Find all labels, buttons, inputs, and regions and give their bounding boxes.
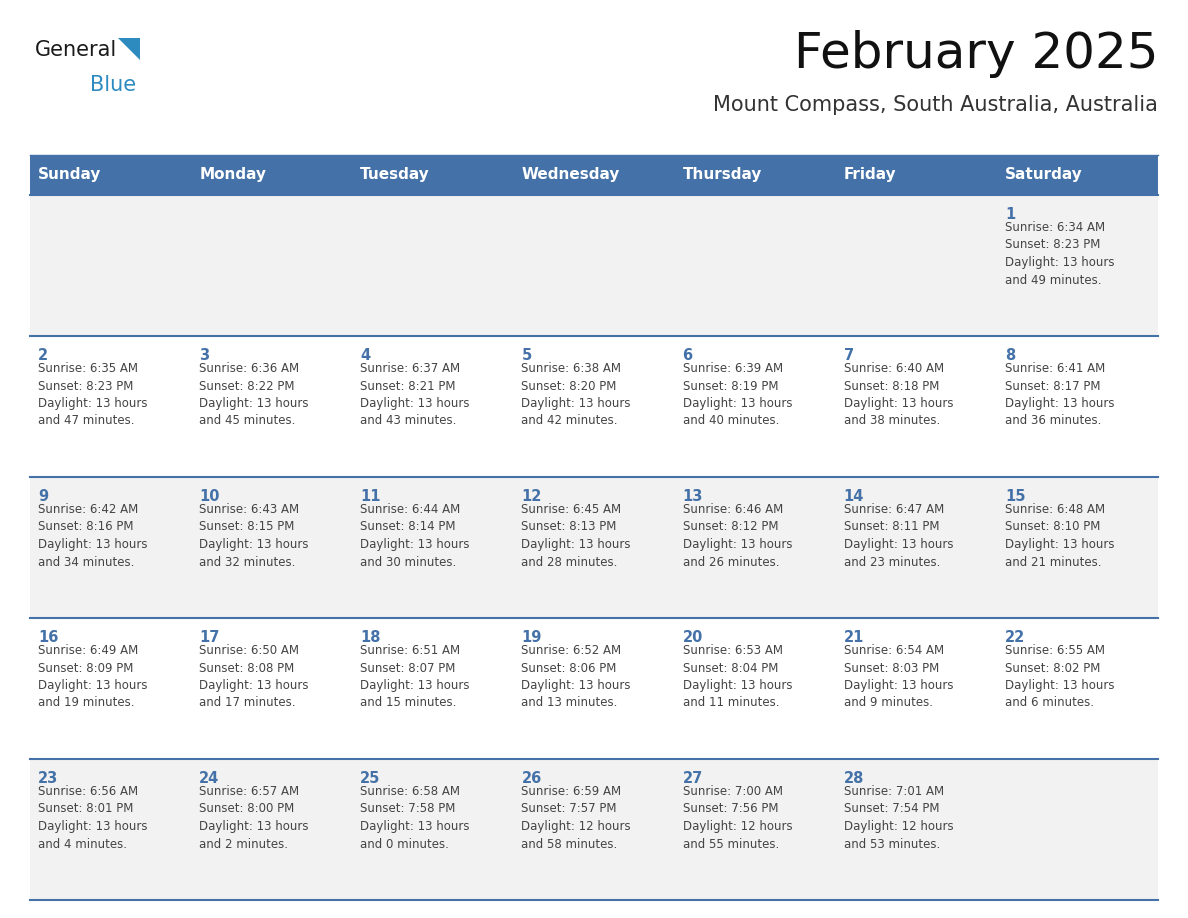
Text: 16: 16	[38, 630, 58, 645]
Text: Sunrise: 6:50 AM
Sunset: 8:08 PM
Daylight: 13 hours
and 17 minutes.: Sunrise: 6:50 AM Sunset: 8:08 PM Dayligh…	[200, 644, 309, 710]
Polygon shape	[118, 38, 140, 60]
Text: February 2025: February 2025	[794, 30, 1158, 78]
Text: Sunrise: 6:37 AM
Sunset: 8:21 PM
Daylight: 13 hours
and 43 minutes.: Sunrise: 6:37 AM Sunset: 8:21 PM Dayligh…	[360, 362, 469, 428]
Text: 13: 13	[683, 489, 703, 504]
Text: Sunrise: 6:40 AM
Sunset: 8:18 PM
Daylight: 13 hours
and 38 minutes.: Sunrise: 6:40 AM Sunset: 8:18 PM Dayligh…	[843, 362, 953, 428]
Text: 6: 6	[683, 348, 693, 363]
Text: 24: 24	[200, 771, 220, 786]
Text: 9: 9	[38, 489, 49, 504]
Text: 12: 12	[522, 489, 542, 504]
Text: Sunrise: 6:43 AM
Sunset: 8:15 PM
Daylight: 13 hours
and 32 minutes.: Sunrise: 6:43 AM Sunset: 8:15 PM Dayligh…	[200, 503, 309, 568]
Text: Sunrise: 6:59 AM
Sunset: 7:57 PM
Daylight: 12 hours
and 58 minutes.: Sunrise: 6:59 AM Sunset: 7:57 PM Dayligh…	[522, 785, 631, 850]
Text: Sunrise: 6:45 AM
Sunset: 8:13 PM
Daylight: 13 hours
and 28 minutes.: Sunrise: 6:45 AM Sunset: 8:13 PM Dayligh…	[522, 503, 631, 568]
Text: 14: 14	[843, 489, 864, 504]
Text: Sunrise: 6:41 AM
Sunset: 8:17 PM
Daylight: 13 hours
and 36 minutes.: Sunrise: 6:41 AM Sunset: 8:17 PM Dayligh…	[1005, 362, 1114, 428]
Text: Sunrise: 6:47 AM
Sunset: 8:11 PM
Daylight: 13 hours
and 23 minutes.: Sunrise: 6:47 AM Sunset: 8:11 PM Dayligh…	[843, 503, 953, 568]
Text: Sunrise: 6:48 AM
Sunset: 8:10 PM
Daylight: 13 hours
and 21 minutes.: Sunrise: 6:48 AM Sunset: 8:10 PM Dayligh…	[1005, 503, 1114, 568]
Text: Sunrise: 6:51 AM
Sunset: 8:07 PM
Daylight: 13 hours
and 15 minutes.: Sunrise: 6:51 AM Sunset: 8:07 PM Dayligh…	[360, 644, 469, 710]
Bar	[30, 155, 1158, 195]
Bar	[30, 336, 1158, 477]
Text: Sunrise: 6:39 AM
Sunset: 8:19 PM
Daylight: 13 hours
and 40 minutes.: Sunrise: 6:39 AM Sunset: 8:19 PM Dayligh…	[683, 362, 792, 428]
Bar	[30, 759, 1158, 900]
Text: 28: 28	[843, 771, 864, 786]
Text: Sunrise: 6:52 AM
Sunset: 8:06 PM
Daylight: 13 hours
and 13 minutes.: Sunrise: 6:52 AM Sunset: 8:06 PM Dayligh…	[522, 644, 631, 710]
Text: Sunrise: 6:36 AM
Sunset: 8:22 PM
Daylight: 13 hours
and 45 minutes.: Sunrise: 6:36 AM Sunset: 8:22 PM Dayligh…	[200, 362, 309, 428]
Text: Sunrise: 6:56 AM
Sunset: 8:01 PM
Daylight: 13 hours
and 4 minutes.: Sunrise: 6:56 AM Sunset: 8:01 PM Dayligh…	[38, 785, 147, 850]
Text: Sunrise: 7:00 AM
Sunset: 7:56 PM
Daylight: 12 hours
and 55 minutes.: Sunrise: 7:00 AM Sunset: 7:56 PM Dayligh…	[683, 785, 792, 850]
Text: Sunrise: 6:54 AM
Sunset: 8:03 PM
Daylight: 13 hours
and 9 minutes.: Sunrise: 6:54 AM Sunset: 8:03 PM Dayligh…	[843, 644, 953, 710]
Text: Saturday: Saturday	[1005, 167, 1082, 183]
Text: 4: 4	[360, 348, 371, 363]
Text: 18: 18	[360, 630, 381, 645]
Text: Tuesday: Tuesday	[360, 167, 430, 183]
Text: Sunrise: 6:44 AM
Sunset: 8:14 PM
Daylight: 13 hours
and 30 minutes.: Sunrise: 6:44 AM Sunset: 8:14 PM Dayligh…	[360, 503, 469, 568]
Bar	[30, 618, 1158, 759]
Text: Sunrise: 6:38 AM
Sunset: 8:20 PM
Daylight: 13 hours
and 42 minutes.: Sunrise: 6:38 AM Sunset: 8:20 PM Dayligh…	[522, 362, 631, 428]
Text: 26: 26	[522, 771, 542, 786]
Text: 25: 25	[360, 771, 380, 786]
Text: General: General	[34, 40, 118, 60]
Text: Sunrise: 6:42 AM
Sunset: 8:16 PM
Daylight: 13 hours
and 34 minutes.: Sunrise: 6:42 AM Sunset: 8:16 PM Dayligh…	[38, 503, 147, 568]
Text: 20: 20	[683, 630, 703, 645]
Text: 21: 21	[843, 630, 864, 645]
Text: Sunrise: 6:57 AM
Sunset: 8:00 PM
Daylight: 13 hours
and 2 minutes.: Sunrise: 6:57 AM Sunset: 8:00 PM Dayligh…	[200, 785, 309, 850]
Text: 11: 11	[360, 489, 381, 504]
Text: 17: 17	[200, 630, 220, 645]
Text: 22: 22	[1005, 630, 1025, 645]
Text: Blue: Blue	[90, 75, 137, 95]
Text: Sunrise: 6:53 AM
Sunset: 8:04 PM
Daylight: 13 hours
and 11 minutes.: Sunrise: 6:53 AM Sunset: 8:04 PM Dayligh…	[683, 644, 792, 710]
Bar	[30, 477, 1158, 618]
Text: Sunrise: 6:46 AM
Sunset: 8:12 PM
Daylight: 13 hours
and 26 minutes.: Sunrise: 6:46 AM Sunset: 8:12 PM Dayligh…	[683, 503, 792, 568]
Text: Sunday: Sunday	[38, 167, 101, 183]
Text: 3: 3	[200, 348, 209, 363]
Text: Monday: Monday	[200, 167, 266, 183]
Text: 8: 8	[1005, 348, 1015, 363]
Text: Sunrise: 7:01 AM
Sunset: 7:54 PM
Daylight: 12 hours
and 53 minutes.: Sunrise: 7:01 AM Sunset: 7:54 PM Dayligh…	[843, 785, 953, 850]
Text: 1: 1	[1005, 207, 1015, 222]
Text: 10: 10	[200, 489, 220, 504]
Text: 23: 23	[38, 771, 58, 786]
Text: Sunrise: 6:34 AM
Sunset: 8:23 PM
Daylight: 13 hours
and 49 minutes.: Sunrise: 6:34 AM Sunset: 8:23 PM Dayligh…	[1005, 221, 1114, 286]
Text: Sunrise: 6:49 AM
Sunset: 8:09 PM
Daylight: 13 hours
and 19 minutes.: Sunrise: 6:49 AM Sunset: 8:09 PM Dayligh…	[38, 644, 147, 710]
Text: 7: 7	[843, 348, 854, 363]
Text: Sunrise: 6:35 AM
Sunset: 8:23 PM
Daylight: 13 hours
and 47 minutes.: Sunrise: 6:35 AM Sunset: 8:23 PM Dayligh…	[38, 362, 147, 428]
Text: Friday: Friday	[843, 167, 896, 183]
Text: 15: 15	[1005, 489, 1025, 504]
Bar	[30, 195, 1158, 336]
Text: Mount Compass, South Australia, Australia: Mount Compass, South Australia, Australi…	[713, 95, 1158, 115]
Text: Wednesday: Wednesday	[522, 167, 620, 183]
Text: 5: 5	[522, 348, 532, 363]
Text: Sunrise: 6:58 AM
Sunset: 7:58 PM
Daylight: 13 hours
and 0 minutes.: Sunrise: 6:58 AM Sunset: 7:58 PM Dayligh…	[360, 785, 469, 850]
Text: 19: 19	[522, 630, 542, 645]
Text: 27: 27	[683, 771, 703, 786]
Text: Sunrise: 6:55 AM
Sunset: 8:02 PM
Daylight: 13 hours
and 6 minutes.: Sunrise: 6:55 AM Sunset: 8:02 PM Dayligh…	[1005, 644, 1114, 710]
Text: 2: 2	[38, 348, 49, 363]
Text: Thursday: Thursday	[683, 167, 762, 183]
